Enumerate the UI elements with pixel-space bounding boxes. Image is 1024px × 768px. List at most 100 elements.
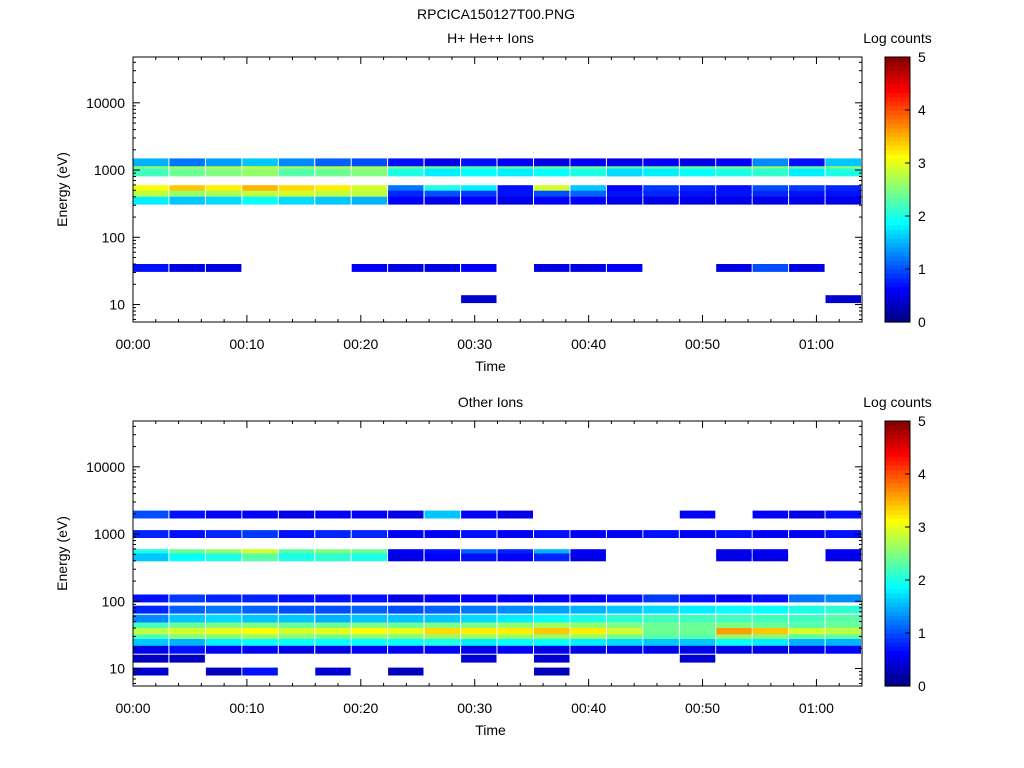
heatmap-cell [424,510,460,519]
heatmap-cell [205,549,242,558]
heatmap-cell [716,628,752,636]
heatmap-cell [461,594,497,603]
colorbar-segment [885,171,910,177]
y-tick-label: 10 [109,661,125,677]
heatmap-cell [461,639,497,647]
colorbar-segment [885,540,910,546]
heatmap-cell [534,667,570,676]
heatmap-cell [606,158,643,167]
x-tick-label: 00:00 [115,700,150,716]
heatmap-cell [679,605,716,614]
colorbar-tick-label: 0 [918,314,926,330]
heatmap-cell [205,628,242,636]
colorbar-segment [885,255,910,261]
heatmap-cell [424,628,460,636]
heatmap-cell [388,645,424,654]
heatmap-cell [643,628,679,636]
figure-title: RPCICA150127T00.PNG [417,6,575,22]
heatmap-cell [606,634,643,643]
colorbar-segment [885,127,910,133]
heatmap-cell [679,634,716,643]
heatmap-cell [205,614,242,623]
heatmap-cell [825,510,861,519]
heatmap-cell [570,530,606,538]
heatmap-cell [424,639,460,647]
heatmap-cell [716,605,752,614]
colorbar-segment [885,291,910,297]
colorbar-segment [885,79,910,85]
heatmap-cell [133,667,169,676]
heatmap-cell [643,168,679,177]
heatmap-cell [606,622,643,631]
colorbar-segment [885,557,910,563]
colorbar-segment [885,132,910,138]
heatmap-cell [789,264,825,272]
heatmap-cell [679,185,716,194]
heatmap-cell [315,196,351,205]
heatmap-cell [825,639,861,647]
colorbar-segment [885,92,910,98]
x-tick-label: 01:00 [799,700,834,716]
colorbar-tick-label: 1 [918,261,926,277]
heatmap-cell [205,594,242,603]
heatmap-cell [133,510,169,519]
heatmap-cell [315,594,351,603]
heatmap-cell [643,185,679,194]
heatmap-cell [351,634,388,643]
colorbar-segment [885,264,910,270]
heatmap-cell [497,549,533,558]
heatmap-cell [351,553,388,562]
heatmap-cell [752,614,789,623]
heatmap-cell [461,553,497,562]
heatmap-cell [679,639,716,647]
heatmap-cell [388,196,424,205]
y-axis-label: Energy (eV) [54,516,70,591]
x-tick-label: 00:40 [571,700,606,716]
colorbar-segment [885,610,910,616]
heatmap-cell [169,196,205,205]
heatmap-cell [461,510,497,519]
heatmap-cell [497,634,533,643]
heatmap-cell [169,530,205,538]
heatmap-cell [534,639,570,647]
heatmap-cell [534,628,570,636]
heatmap-cell [679,190,716,199]
heatmap-cell [606,530,643,538]
colorbar-segment [885,193,910,199]
heatmap-cell [388,185,424,194]
heatmap-cell [570,594,606,603]
heatmap-cell [351,168,388,177]
colorbar-segment [885,65,910,71]
heatmap-cell [424,264,460,272]
colorbar-segment [885,460,910,466]
heatmap-cell [205,510,242,519]
heatmap-cell [643,634,679,643]
y-axis-label: Energy (eV) [54,152,70,227]
heatmap-cell [789,158,825,167]
heatmap-cell [679,614,716,623]
heatmap-cell [643,594,679,603]
colorbar-segment [885,593,910,599]
colorbar-segment [885,566,910,572]
y-tick-label: 10000 [86,459,125,475]
heatmap-cell [716,614,752,623]
panel-other-ions: 00:00 00:10 00:20 00:30 00:40 00:50 01:0010100… [54,394,932,738]
heatmap-cell [534,654,570,663]
y-tick-label: 10000 [86,95,125,111]
heatmap-cell [169,264,205,272]
heatmap-cell [679,628,716,636]
heatmap-cell [679,168,716,177]
colorbar-segment [885,421,910,427]
heatmap-cell [388,264,424,272]
heatmap-cell [315,530,351,538]
heatmap-cell [424,185,460,194]
heatmap-cell [679,594,716,603]
heatmap-cell [205,605,242,614]
heatmap-cell [278,553,315,562]
colorbar-segment [885,273,910,279]
heatmap-cell [169,594,205,603]
heatmap-cell [461,628,497,636]
colorbar-segment [885,615,910,621]
heatmap-cell [278,530,315,538]
heatmap-cell [133,594,169,603]
